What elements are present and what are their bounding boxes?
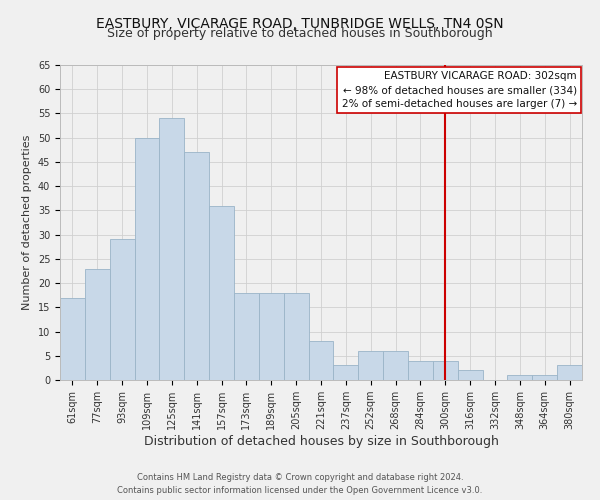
Bar: [184, 152, 209, 380]
Bar: [433, 360, 458, 380]
Bar: [383, 351, 408, 380]
Bar: [134, 138, 160, 380]
Bar: [334, 366, 358, 380]
Bar: [259, 293, 284, 380]
Y-axis label: Number of detached properties: Number of detached properties: [22, 135, 32, 310]
Text: EASTBURY, VICARAGE ROAD, TUNBRIDGE WELLS, TN4 0SN: EASTBURY, VICARAGE ROAD, TUNBRIDGE WELLS…: [96, 18, 504, 32]
Bar: [532, 375, 557, 380]
Text: Contains HM Land Registry data © Crown copyright and database right 2024.
Contai: Contains HM Land Registry data © Crown c…: [118, 474, 482, 495]
Text: Size of property relative to detached houses in Southborough: Size of property relative to detached ho…: [107, 28, 493, 40]
Bar: [234, 293, 259, 380]
Bar: [358, 351, 383, 380]
Bar: [160, 118, 184, 380]
X-axis label: Distribution of detached houses by size in Southborough: Distribution of detached houses by size …: [143, 435, 499, 448]
Bar: [284, 293, 308, 380]
Bar: [85, 268, 110, 380]
Bar: [458, 370, 482, 380]
Bar: [209, 206, 234, 380]
Bar: [557, 366, 582, 380]
Bar: [110, 240, 134, 380]
Bar: [508, 375, 532, 380]
Bar: [60, 298, 85, 380]
Bar: [408, 360, 433, 380]
Bar: [308, 341, 334, 380]
Text: EASTBURY VICARAGE ROAD: 302sqm
← 98% of detached houses are smaller (334)
2% of : EASTBURY VICARAGE ROAD: 302sqm ← 98% of …: [341, 72, 577, 110]
